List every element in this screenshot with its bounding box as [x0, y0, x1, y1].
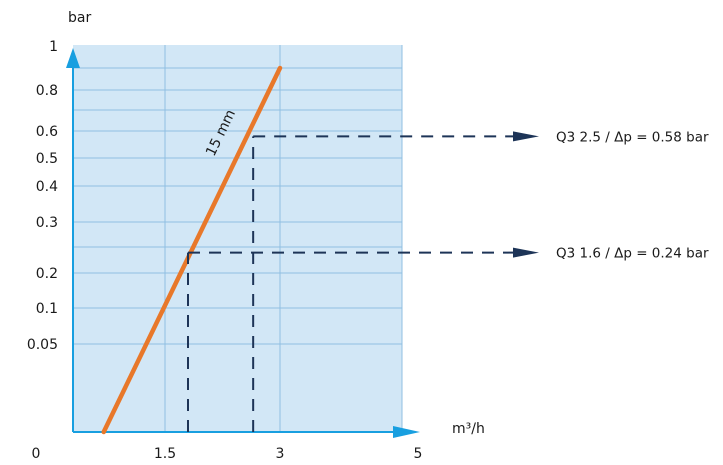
y-tick-label: 1: [49, 39, 58, 55]
series-line: [101, 65, 283, 435]
y-axis-arrowhead: [66, 48, 80, 68]
y-tick-label: 0.1: [36, 301, 58, 317]
plot-background: [73, 45, 402, 432]
x-tick-label: 1.5: [154, 446, 176, 462]
annotation-arrowhead: [513, 131, 539, 142]
axes: [66, 48, 420, 438]
y-tick-label: 0.3: [36, 215, 58, 231]
series: [101, 65, 283, 435]
y-tick-label: 0.5: [36, 151, 58, 167]
plot-area: [73, 45, 402, 432]
y-tick-label: 0.05: [27, 337, 58, 353]
x-tick-label: 5: [414, 446, 423, 462]
annotation-label: Q3 2.5 / Δp = 0.58 bar: [556, 129, 709, 145]
y-tick-label: 0.8: [36, 83, 58, 99]
x-axis-arrowhead: [393, 426, 420, 438]
labels: bar m³/h 0 10.80.60.50.40.30.20.10.0501.…: [27, 10, 709, 462]
annotations: [187, 131, 539, 432]
y-tick-label: 0.2: [36, 266, 58, 282]
x-tick-label: 0: [32, 446, 41, 462]
annotation-label: Q3 1.6 / Δp = 0.24 bar: [556, 246, 709, 262]
y-axis-title: bar: [68, 10, 91, 26]
y-tick-label: 0.4: [36, 179, 58, 195]
x-tick-label: 3: [276, 446, 285, 462]
y-tick-label: 0.6: [36, 124, 58, 140]
annotation-arrowhead: [513, 247, 539, 258]
x-axis-title: m³/h: [452, 421, 485, 437]
